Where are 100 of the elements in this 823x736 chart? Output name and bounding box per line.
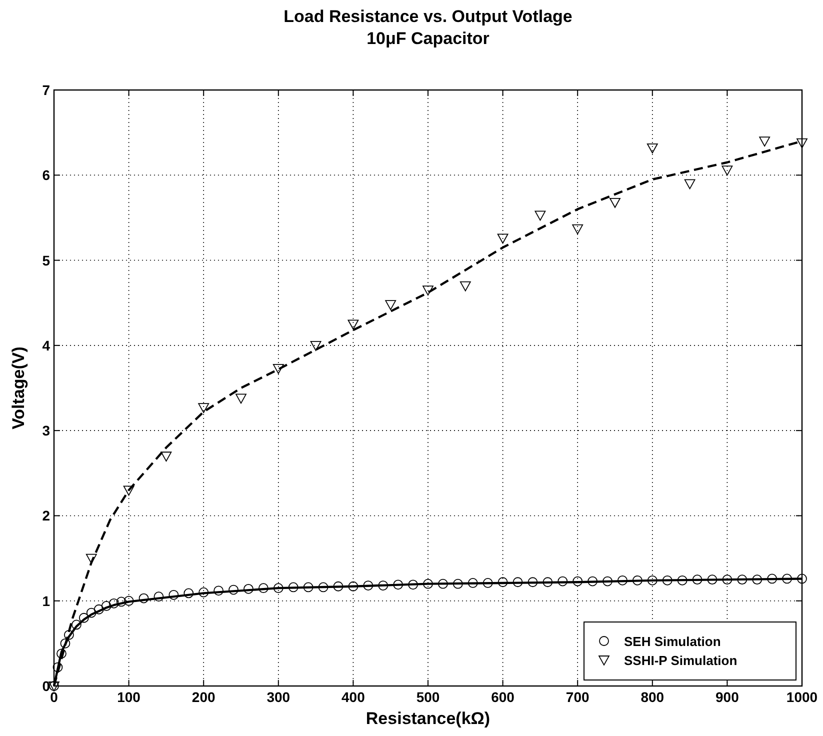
point xyxy=(124,596,134,606)
point xyxy=(646,143,658,154)
point xyxy=(94,604,104,614)
point xyxy=(108,598,119,608)
point xyxy=(423,578,433,589)
chart-title: Load Resistance vs. Output Votlage xyxy=(284,7,572,26)
point xyxy=(438,578,448,589)
point xyxy=(684,179,696,190)
point xyxy=(101,601,112,611)
x-tick-label: 800 xyxy=(640,689,664,705)
point xyxy=(214,586,224,596)
point xyxy=(60,638,70,648)
x-tick-label: 100 xyxy=(117,689,141,705)
point xyxy=(86,554,97,564)
point xyxy=(737,574,748,585)
y-tick-label: 7 xyxy=(42,82,50,98)
point xyxy=(692,574,702,585)
point xyxy=(558,576,568,586)
point xyxy=(236,394,246,404)
point xyxy=(722,166,733,176)
point xyxy=(452,578,463,589)
point xyxy=(160,452,172,462)
point xyxy=(154,592,164,602)
x-tick-label: 600 xyxy=(491,689,515,705)
point xyxy=(318,582,328,592)
point xyxy=(86,608,96,618)
point xyxy=(363,580,374,590)
point xyxy=(782,574,792,584)
point xyxy=(123,486,134,496)
point xyxy=(333,581,344,592)
point xyxy=(797,574,807,584)
point xyxy=(303,582,314,592)
point xyxy=(759,136,770,147)
point xyxy=(722,574,732,585)
point xyxy=(198,403,210,414)
y-tick-label: 5 xyxy=(42,252,50,268)
point xyxy=(272,364,284,374)
y-tick-label: 6 xyxy=(42,167,50,184)
x-tick-label: 400 xyxy=(342,689,366,705)
point xyxy=(71,620,82,630)
point xyxy=(273,583,284,594)
point xyxy=(348,320,359,330)
point xyxy=(647,575,658,586)
point xyxy=(228,584,238,595)
point xyxy=(752,574,762,585)
legend-label: SEH Simulation xyxy=(624,634,721,649)
point xyxy=(56,648,66,659)
point xyxy=(198,587,209,598)
point xyxy=(258,583,268,594)
point xyxy=(482,578,493,588)
point xyxy=(385,300,396,310)
point xyxy=(348,581,358,592)
point xyxy=(572,224,584,234)
point xyxy=(796,138,808,148)
point xyxy=(116,596,126,607)
point xyxy=(460,281,471,292)
point xyxy=(528,577,538,588)
point xyxy=(288,582,298,592)
point xyxy=(632,575,642,586)
point xyxy=(767,574,778,584)
x-tick-label: 200 xyxy=(192,689,216,705)
point xyxy=(408,580,418,590)
y-tick-label: 3 xyxy=(42,422,50,439)
point xyxy=(677,575,688,586)
point xyxy=(184,588,194,598)
point xyxy=(422,286,434,296)
point xyxy=(497,234,508,244)
point xyxy=(78,612,89,623)
point xyxy=(534,210,546,221)
x-tick-label: 900 xyxy=(716,689,740,705)
point xyxy=(244,584,254,594)
y-axis-title: Voltage(V) xyxy=(9,346,28,430)
point xyxy=(588,576,598,586)
legend-label: SSHI-P Simulation xyxy=(624,653,738,668)
point xyxy=(52,662,63,672)
x-tick-label: 500 xyxy=(416,689,440,705)
point xyxy=(512,577,523,588)
point xyxy=(498,577,508,588)
point xyxy=(542,577,553,588)
point xyxy=(602,576,612,586)
point xyxy=(662,575,672,586)
x-axis-title: Resistance(kΩ) xyxy=(366,709,490,728)
x-tick-label: 1000 xyxy=(786,689,818,705)
point xyxy=(618,575,628,586)
y-tick-label: 2 xyxy=(42,508,50,524)
y-tick-label: 0 xyxy=(42,678,50,694)
point xyxy=(310,340,322,351)
y-tick-label: 4 xyxy=(42,337,50,354)
point xyxy=(572,576,583,586)
point xyxy=(64,630,74,640)
x-tick-label: 300 xyxy=(266,689,290,705)
y-tick-label: 1 xyxy=(42,592,50,609)
chart-subtitle: 10μF Capacitor xyxy=(366,29,490,48)
point xyxy=(393,580,404,590)
point xyxy=(168,590,179,600)
x-tick-label: 700 xyxy=(566,689,590,705)
point xyxy=(468,578,478,588)
point xyxy=(610,198,620,208)
point xyxy=(707,574,718,585)
point xyxy=(138,593,149,604)
